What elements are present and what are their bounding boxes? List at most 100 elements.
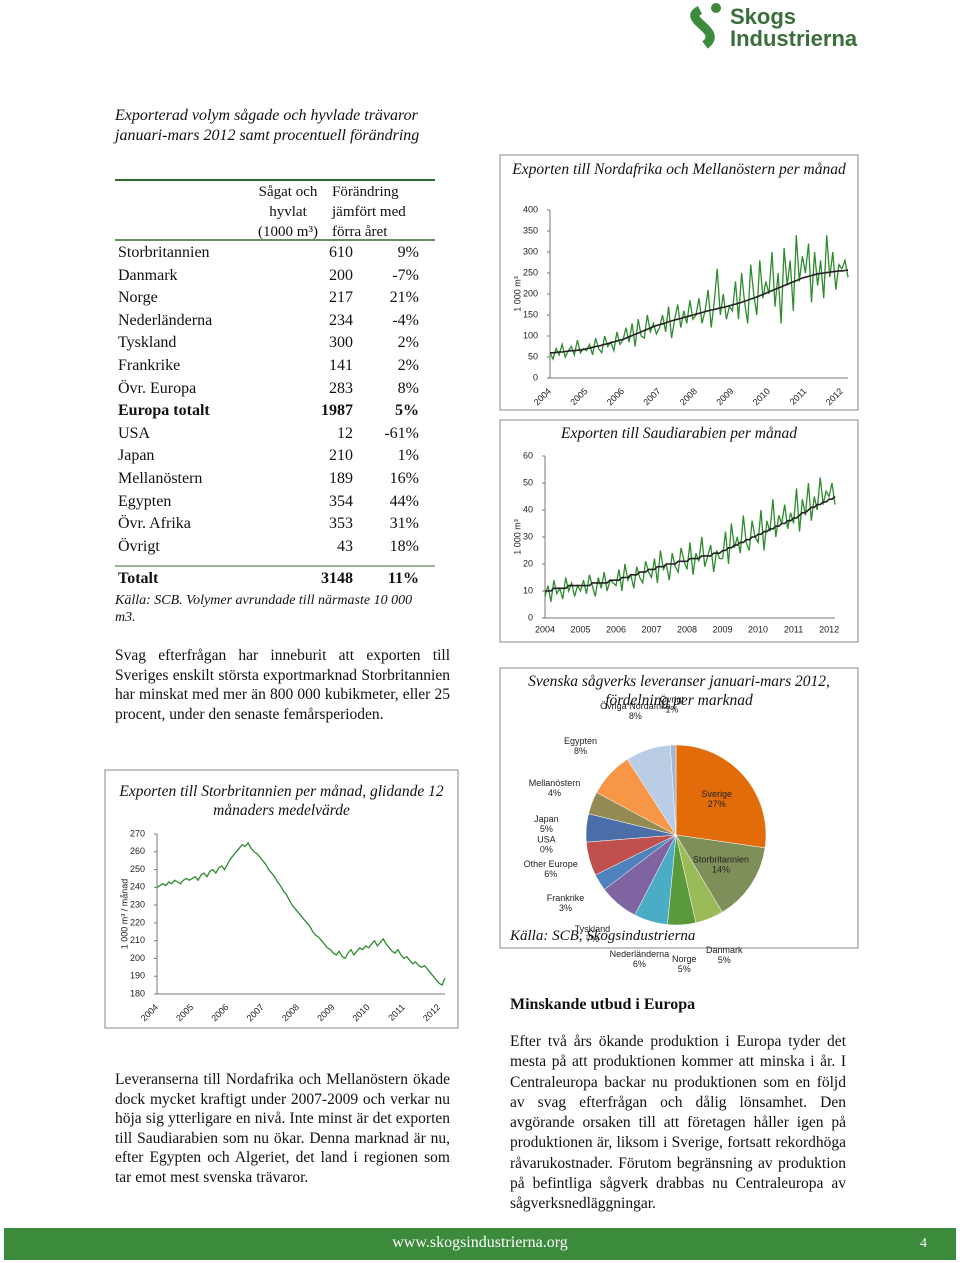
pie-value: 4% [548, 788, 561, 798]
row-label: USA [118, 424, 151, 442]
chart-title: Exporten till Nordafrika och Mellanöster… [512, 161, 846, 178]
page-number: 4 [920, 1236, 927, 1251]
row-change: 11% [387, 570, 419, 587]
series-line [550, 269, 849, 354]
row-label: Norge [118, 289, 158, 307]
row-change: 31% [389, 515, 419, 533]
row-label: Totalt [118, 570, 159, 587]
x-tick-label: 2006 [605, 386, 626, 407]
table-source: Källa: SCB. Volymer avrundade till närma… [115, 593, 413, 625]
pie-value: 8% [629, 711, 642, 721]
pie-label: Danmark [706, 945, 743, 955]
x-tick-label: 2006 [209, 1002, 230, 1023]
pie-label: USA [537, 835, 556, 845]
x-tick-label: 2009 [714, 386, 735, 407]
row-label: Tyskland [118, 334, 177, 352]
row-label: Mellanöstern [118, 470, 203, 487]
pie-value: 6% [544, 869, 557, 879]
y-tick-label: 50 [523, 477, 533, 487]
row-label: Storbritannien [118, 244, 210, 261]
pie-slice [675, 834, 766, 913]
y-tick-label: 250 [523, 267, 538, 277]
x-tick-label: 2008 [280, 1002, 301, 1023]
y-tick-label: 50 [528, 351, 538, 361]
table-row: Egypten 354 44% [118, 493, 423, 515]
chart-title: Svenska sågverks leveranser januari-mars… [528, 673, 830, 709]
series-line [549, 235, 849, 361]
pie-label: Tyskland [575, 924, 611, 934]
row-volume: 353 [329, 515, 353, 533]
pie-label: Frankrike [547, 893, 585, 903]
y-tick-label: 300 [523, 246, 538, 256]
y-tick-label: 350 [523, 225, 538, 235]
row-label: Europa totalt [118, 402, 210, 420]
row-change: 8% [397, 379, 419, 397]
table-row: Europa totalt 1987 5% [118, 402, 423, 424]
logo-mark [690, 5, 715, 49]
x-tick-label: 2009 [713, 624, 733, 634]
x-tick-label: 2005 [568, 386, 589, 407]
logo-text: Skogs [730, 4, 796, 29]
pie-label: Egypten [564, 736, 597, 746]
y-tick-label: 0 [528, 612, 533, 622]
row-change: 2% [397, 357, 419, 374]
y-axis-label: 1 000 m³ [512, 276, 522, 312]
series-line [544, 477, 836, 602]
row-volume: 200 [329, 266, 353, 284]
row-volume: 12 [337, 424, 353, 442]
pie-value: 5% [678, 964, 691, 974]
row-change: 5% [395, 402, 419, 420]
x-tick-label: 2005 [174, 1002, 195, 1023]
paragraph: Efter två års ökande produktion i Europa… [510, 1033, 846, 1213]
pie-label: Sverige [702, 789, 733, 799]
x-tick-label: 2012 [819, 624, 839, 634]
row-label: Nederländerna [118, 311, 213, 329]
pie-value: 0% [540, 845, 553, 855]
x-tick-label: 2010 [748, 624, 768, 634]
table-row: Övrigt 43 18% [118, 538, 423, 560]
table-title: Exporterad volym sågade och hyvlade träv… [115, 107, 420, 144]
x-tick-label: 2011 [784, 624, 803, 634]
table-row: Nederländerna 234 -4% [118, 312, 423, 334]
pie-value: 5% [540, 824, 553, 834]
y-tick-label: 30 [523, 531, 533, 541]
pie-label: Mellanöstern [529, 778, 581, 788]
y-tick-label: 400 [523, 204, 538, 214]
x-tick-label: 2008 [677, 624, 697, 634]
table-row: Storbritannien 610 9% [118, 244, 423, 266]
table-row: Tyskland 300 2% [118, 334, 423, 356]
pie-value: 27% [708, 799, 726, 809]
chart-frame [499, 419, 859, 643]
x-tick-label: 2012 [824, 386, 845, 407]
pie-label: Storbritannien [693, 854, 749, 864]
pie-value: 1% [665, 704, 678, 714]
row-label: Övr. Europa [118, 379, 197, 397]
y-tick-label: 250 [130, 864, 145, 874]
series-line [545, 495, 836, 592]
logo-text: Industrierna [730, 26, 858, 51]
chart-frame [104, 769, 459, 1029]
x-tick-label: 2004 [139, 1002, 160, 1023]
row-volume: 189 [329, 470, 353, 487]
y-tick-label: 200 [523, 288, 538, 298]
pie-label: Other Europe [524, 859, 578, 869]
x-tick-label: 2012 [421, 1002, 442, 1023]
x-tick-label: 2010 [751, 386, 772, 407]
y-tick-label: 190 [130, 971, 145, 981]
pie-label: Nederländerna [610, 949, 670, 959]
row-change: -4% [392, 311, 419, 329]
chart-title: Exporten till Storbritannien per månad, … [119, 783, 444, 819]
table-row: Norge 217 21% [118, 289, 423, 311]
row-volume: 1987 [321, 402, 353, 420]
pie-value: 5% [718, 955, 731, 965]
table-row: USA 12 -61% [118, 425, 423, 447]
footer-bar [4, 1228, 956, 1260]
paragraph: Leveranserna till Nordafrika och Mellanö… [115, 1071, 450, 1186]
row-change: 1% [397, 447, 419, 465]
row-change: -61% [384, 424, 419, 442]
x-tick-label: 2008 [678, 386, 699, 407]
row-change: 16% [389, 470, 419, 487]
table-row: Totalt 3148 11% [118, 570, 423, 592]
